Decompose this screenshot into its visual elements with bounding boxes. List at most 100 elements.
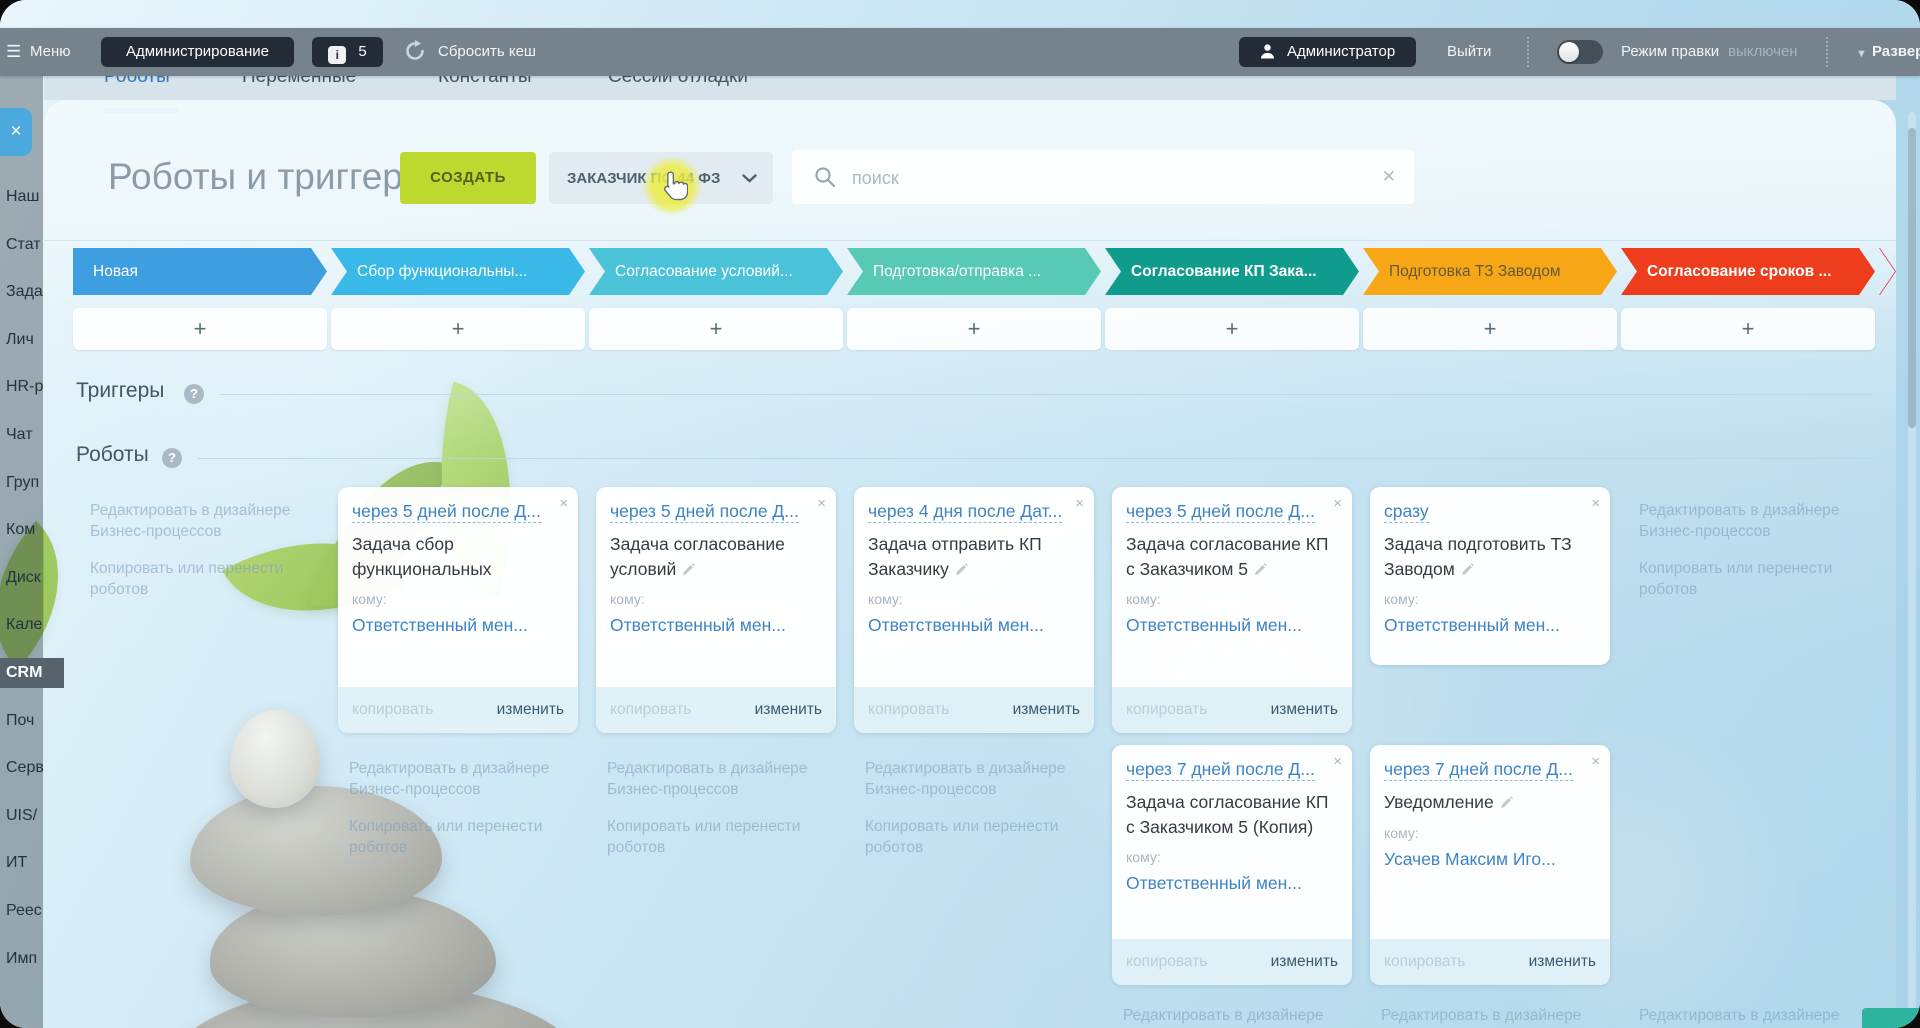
assignee-link[interactable]: Ответственный мен... xyxy=(352,614,528,635)
stage-arrow-3[interactable]: Подготовка/отправка ... xyxy=(847,248,1101,295)
stage-arrow-4[interactable]: Согласование КП Зака... xyxy=(1105,248,1359,295)
designer-link[interactable]: Редактировать в дизайнере Бизнес-процесс… xyxy=(607,760,808,798)
sidebar-item-имп[interactable]: Имп xyxy=(6,949,38,967)
trigger-link[interactable]: через 5 дней после Д... xyxy=(610,501,799,523)
edit-pencil-icon[interactable] xyxy=(955,562,968,576)
sidebar-item-uis-[interactable]: UIS/ xyxy=(6,806,38,824)
designer-link[interactable]: Редактировать в дизайнере Бизнес-процесс… xyxy=(90,502,291,540)
sidebar-item-стат[interactable]: Стат xyxy=(6,235,41,253)
trigger-link[interactable]: через 7 дней после Д... xyxy=(1384,759,1573,781)
trigger-link[interactable]: через 7 дней после Д... xyxy=(1126,759,1315,781)
assignee-link[interactable]: Усачев Максим Иго... xyxy=(1384,848,1556,869)
sidebar-item-чат[interactable]: Чат xyxy=(6,426,33,443)
copy-button[interactable]: копировать xyxy=(1126,953,1208,970)
sidebar-item-кале[interactable]: Кале xyxy=(6,616,43,634)
copy-button[interactable]: копировать xyxy=(1126,701,1208,718)
menu-button[interactable]: Меню xyxy=(30,43,71,60)
trigger-link[interactable]: через 5 дней после Д... xyxy=(352,501,541,523)
add-robot-button-6[interactable]: + xyxy=(1621,308,1875,350)
robot-card-5[interactable]: × через 7 дней после Д... Задача согласова… xyxy=(1112,745,1352,985)
sidebar-item-поч[interactable]: Поч xyxy=(6,711,35,729)
sidebar-item-hr-р[interactable]: HR-р xyxy=(6,378,44,396)
assignee-link[interactable]: Ответственный мен... xyxy=(1384,614,1560,635)
sidebar-item-реес[interactable]: Реес xyxy=(6,902,42,919)
close-icon[interactable]: × xyxy=(817,495,826,512)
edit-pencil-icon[interactable] xyxy=(1254,562,1267,576)
edit-pencil-icon[interactable] xyxy=(682,562,696,576)
designer-link[interactable]: Редактировать в дизайнере Бизнес-процесс… xyxy=(1381,1007,1582,1024)
edit-pencil-icon[interactable] xyxy=(1500,796,1513,809)
add-robot-button-5[interactable]: + xyxy=(1363,308,1617,350)
sidebar-item-лич[interactable]: Лич xyxy=(6,330,34,348)
edit-button[interactable]: изменить xyxy=(496,701,564,718)
robot-card-4[interactable]: × сразу Задача подготовить ТЗ Заводом кому:… xyxy=(1370,487,1610,665)
copy-robots-link[interactable]: Копировать или перенести роботов xyxy=(607,818,801,856)
edit-button[interactable]: изменить xyxy=(754,701,822,718)
add-robot-button-1[interactable]: + xyxy=(331,308,585,350)
copy-button[interactable]: копировать xyxy=(1384,953,1466,970)
copy-button[interactable]: копировать xyxy=(352,701,434,718)
designer-link[interactable]: Редактировать в дизайнере Бизнес-процесс… xyxy=(349,760,550,798)
menu-icon[interactable]: ☰ xyxy=(6,42,22,61)
sidebar-item-наш[interactable]: Наш xyxy=(6,188,40,205)
add-robot-button-4[interactable]: + xyxy=(1105,308,1359,350)
robot-card-3[interactable]: × через 5 дней после Д... Задача согласова… xyxy=(1112,487,1352,733)
administrator-button[interactable]: Администратор xyxy=(1239,37,1416,67)
expand-button[interactable]: Развер xyxy=(1872,43,1920,60)
designer-link[interactable]: Редактировать в дизайнере Бизнес-процесс… xyxy=(1639,1007,1840,1024)
edit-mode-toggle[interactable] xyxy=(1557,40,1603,64)
sidebar-item-зада[interactable]: Зада xyxy=(6,283,43,301)
copy-button[interactable]: копировать xyxy=(868,701,950,718)
edit-button[interactable]: изменить xyxy=(1528,953,1596,970)
sidebar-item-диск[interactable]: Диск xyxy=(6,568,41,586)
create-button[interactable]: СОЗДАТЬ xyxy=(400,152,536,204)
clear-search-icon[interactable]: ✕ xyxy=(1381,167,1396,186)
triggers-help-icon[interactable]: ? xyxy=(184,384,204,404)
sidebar-item-ком[interactable]: Ком xyxy=(6,521,36,539)
stage-arrow-5[interactable]: Подготовка ТЗ Заводом xyxy=(1363,248,1617,295)
sidebar-close-button[interactable]: × xyxy=(0,108,32,156)
robot-card-6[interactable]: × через 7 дней после Д... Уведомление кому:… xyxy=(1370,745,1610,985)
scrollbar-thumb[interactable] xyxy=(1908,128,1916,428)
stage-arrow-2[interactable]: Согласование условий... xyxy=(589,248,843,295)
search-input[interactable] xyxy=(850,162,1334,194)
assignee-link[interactable]: Ответственный мен... xyxy=(610,614,786,635)
edit-button[interactable]: изменить xyxy=(1270,953,1338,970)
logout-button[interactable]: Выйти xyxy=(1447,43,1492,60)
edit-button[interactable]: изменить xyxy=(1012,701,1080,718)
close-icon[interactable]: × xyxy=(559,495,568,512)
designer-link[interactable]: Редактировать в дизайнере Бизнес-процесс… xyxy=(1639,502,1840,540)
add-robot-button-3[interactable]: + xyxy=(847,308,1101,350)
trigger-link[interactable]: сразу xyxy=(1384,501,1429,523)
copy-robots-link[interactable]: Копировать или перенести роботов xyxy=(349,818,543,856)
edit-button[interactable]: изменить xyxy=(1270,701,1338,718)
reset-cache-button[interactable]: Сбросить кеш xyxy=(438,43,536,60)
designer-link[interactable]: Редактировать в дизайнере Бизнес-процесс… xyxy=(865,760,1066,798)
close-icon[interactable]: × xyxy=(1075,495,1084,512)
stage-arrow-0[interactable]: Новая xyxy=(73,248,327,295)
administration-button[interactable]: Администрирование xyxy=(101,37,294,67)
close-icon[interactable]: × xyxy=(1591,753,1600,770)
close-icon[interactable]: × xyxy=(1333,495,1342,512)
add-robot-button-2[interactable]: + xyxy=(589,308,843,350)
add-robot-button-0[interactable]: + xyxy=(73,308,327,350)
sidebar-item-ит[interactable]: ИТ xyxy=(6,854,28,872)
notifications-button[interactable]: i 5 xyxy=(312,37,383,67)
robots-help-icon[interactable]: ? xyxy=(162,448,182,468)
assignee-link[interactable]: Ответственный мен... xyxy=(1126,872,1302,893)
robot-card-0[interactable]: × через 5 дней после Д... Задача сбор функ… xyxy=(338,487,578,733)
stage-arrow-6[interactable]: Согласование сроков ... xyxy=(1621,248,1875,295)
copy-robots-link[interactable]: Копировать или перенести роботов xyxy=(90,560,284,598)
trigger-link[interactable]: через 4 дня после Дат... xyxy=(868,501,1063,523)
robot-card-2[interactable]: × через 4 дня после Дат... Задача отправит… xyxy=(854,487,1094,733)
edit-pencil-icon[interactable] xyxy=(1461,562,1474,576)
refresh-icon[interactable] xyxy=(404,40,426,67)
copy-button[interactable]: копировать xyxy=(610,701,692,718)
designer-link[interactable]: Редактировать в дизайнере Бизнес-процесс… xyxy=(1123,1007,1324,1024)
robot-card-1[interactable]: × через 5 дней после Д... Задача согласова… xyxy=(596,487,836,733)
sidebar-item-crm[interactable]: CRM xyxy=(0,658,64,688)
trigger-link[interactable]: через 5 дней после Д... xyxy=(1126,501,1315,523)
sidebar-item-груп[interactable]: Груп xyxy=(6,473,40,491)
assignee-link[interactable]: Ответственный мен... xyxy=(868,614,1044,635)
copy-robots-link[interactable]: Копировать или перенести роботов xyxy=(1639,560,1833,598)
